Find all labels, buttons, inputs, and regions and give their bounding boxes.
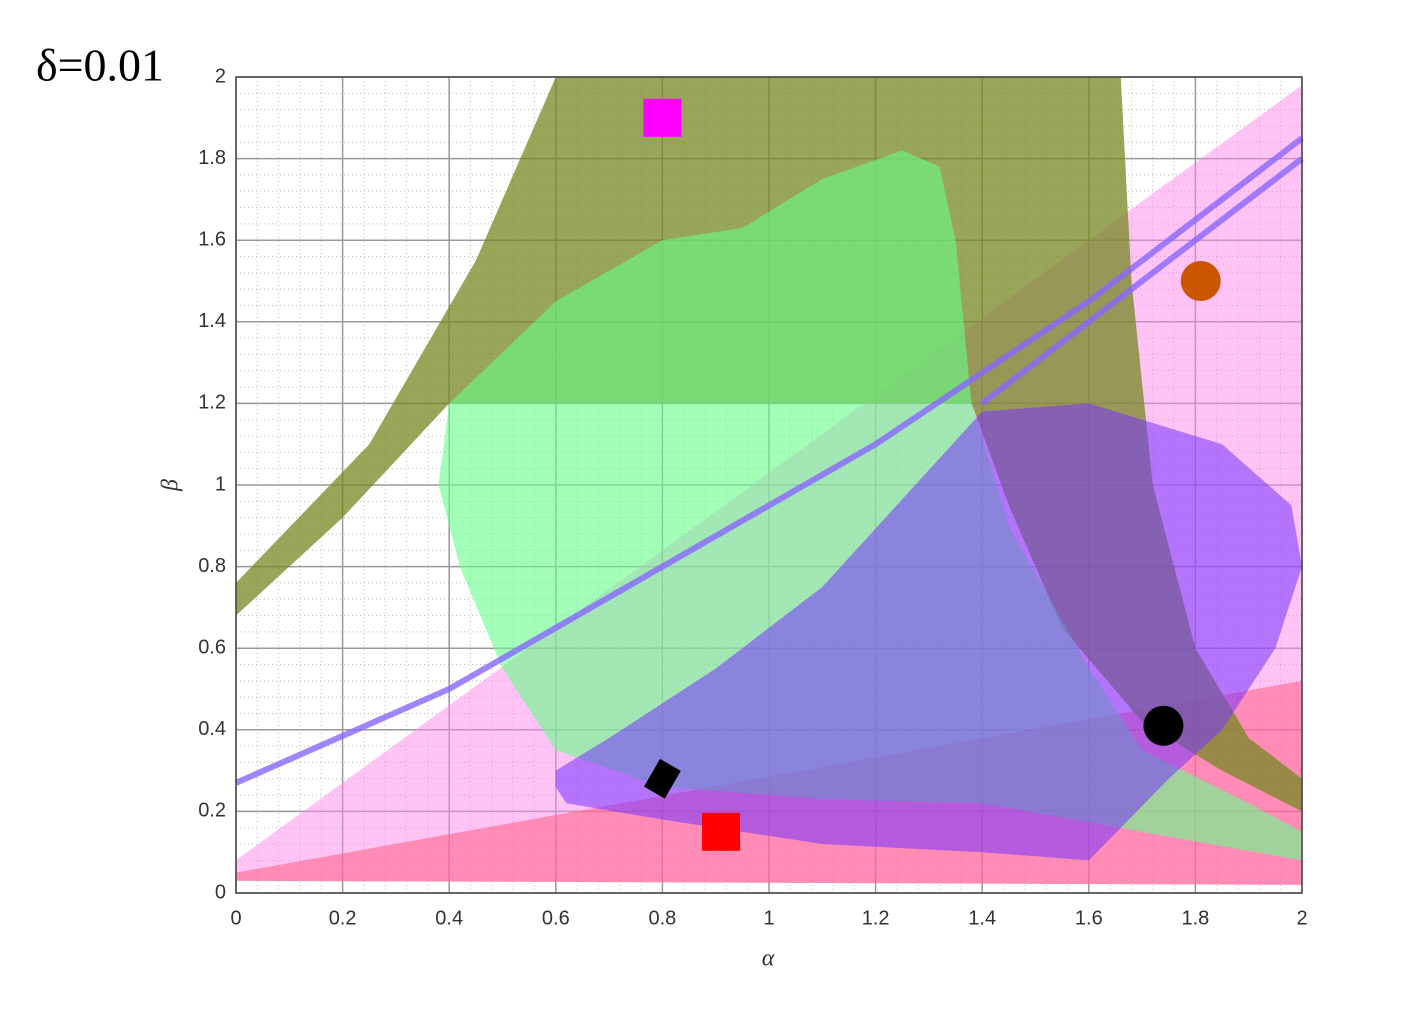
- x-tick-label: 1: [763, 907, 774, 929]
- x-tick-label: 1.8: [1181, 907, 1209, 929]
- y-tick-label: 1.2: [198, 392, 226, 414]
- y-tick-label: 1.6: [198, 228, 226, 250]
- x-axis-label: α: [762, 946, 775, 972]
- x-tick-label: 1.4: [968, 907, 996, 929]
- region: [555, 403, 1302, 861]
- x-tick-label: 0.4: [435, 907, 463, 929]
- x-tick-label: 0.8: [648, 907, 676, 929]
- y-axis-label: β: [158, 479, 184, 492]
- y-tick-label: 0.6: [198, 636, 226, 658]
- y-tick-label: 0.4: [198, 718, 226, 740]
- curve: [234, 135, 1304, 786]
- marker: [643, 98, 682, 137]
- marker: [1143, 705, 1184, 746]
- y-tick-label: 1.8: [198, 147, 226, 169]
- marker: [644, 758, 681, 799]
- x-tick-label: 0.6: [542, 907, 570, 929]
- y-tick-label: 1: [215, 473, 226, 495]
- y-tick-label: 1.4: [198, 310, 226, 332]
- marker: [1180, 261, 1221, 301]
- region: [236, 77, 1302, 812]
- y-tick-label: 0: [215, 881, 226, 903]
- x-tick-label: 0: [230, 907, 241, 929]
- plot-frame: [235, 76, 1303, 894]
- curve: [980, 156, 1304, 406]
- x-tick-label: 0.2: [329, 907, 357, 929]
- x-tick-label: 1.2: [862, 907, 890, 929]
- chart-title: δ=0.01: [36, 40, 164, 91]
- y-tick-label: 2: [215, 65, 226, 87]
- x-tick-label: 2: [1296, 907, 1307, 929]
- y-tick-label: 0.2: [198, 800, 226, 822]
- y-tick-label: 0.8: [198, 555, 226, 577]
- marker: [702, 812, 741, 851]
- x-tick-label: 1.6: [1075, 907, 1103, 929]
